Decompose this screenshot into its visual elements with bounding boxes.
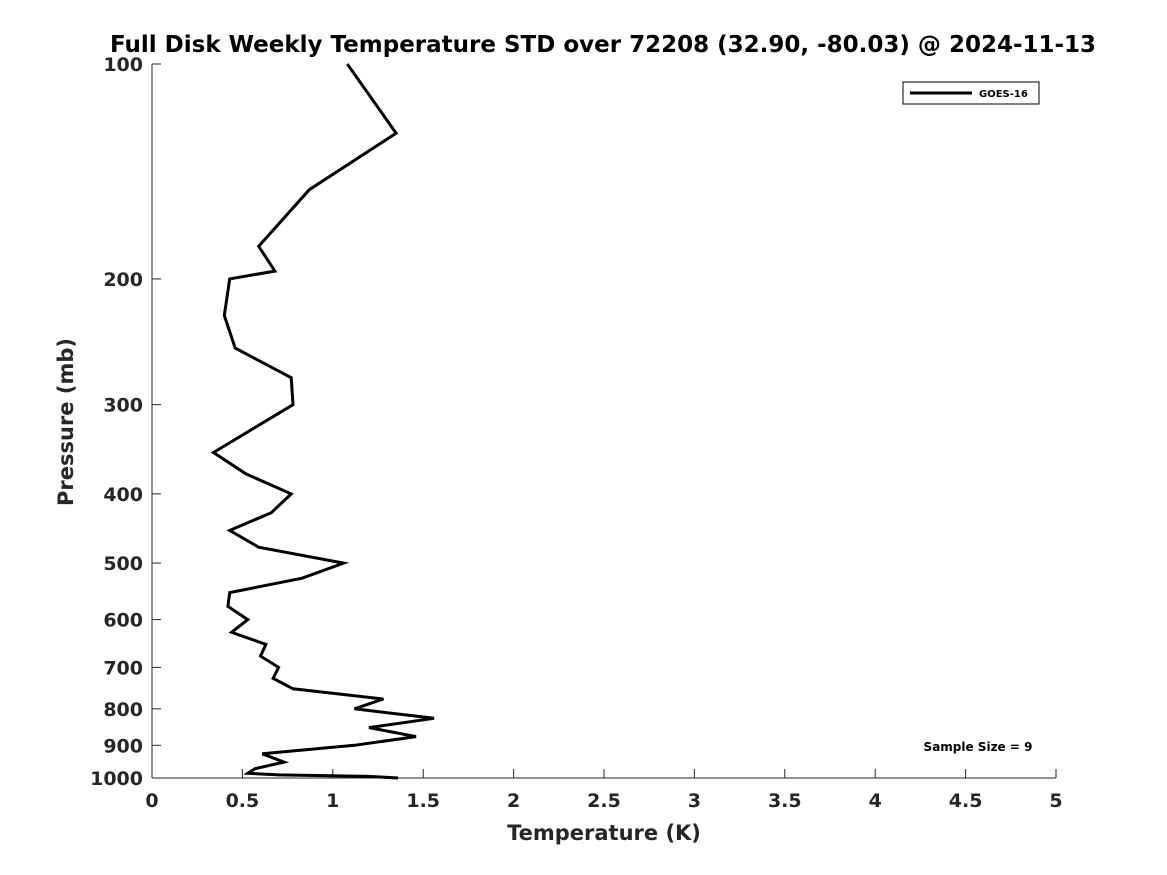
y-axis-label: Pressure (mb) [54,338,78,506]
x-tick-label: 3.5 [768,790,802,812]
y-tick-label: 700 [103,657,143,679]
chart-title: Full Disk Weekly Temperature STD over 72… [110,32,1096,58]
y-tick-label: 200 [103,269,143,291]
plot-background [152,64,1056,778]
y-tick-label: 300 [103,395,143,417]
x-tick-label: 1.5 [406,790,440,812]
x-tick-label: 4 [869,790,882,812]
x-tick-label: 2.5 [587,790,621,812]
x-tick-label: 2 [507,790,520,812]
plot-area: 0 0.5 1 1.5 2 2.5 3 3.5 4 4.5 5 100 200 300 400 500 600… [90,54,1063,812]
x-tick-label: 3 [688,790,701,812]
sample-size-annotation: Sample Size = 9 [924,740,1033,754]
x-axis-label: Temperature (K) [507,821,701,845]
legend-entry-goes-16: GOES-16 [979,89,1028,100]
y-tick-label: 500 [103,553,143,575]
x-tick-label: 5 [1049,790,1062,812]
y-tick-label: 400 [103,484,143,506]
x-tick-label: 1 [326,790,339,812]
y-tick-label: 1000 [90,768,143,790]
y-axis-ticks: 100 200 300 400 500 600 700 800 900 1000 [90,54,161,790]
x-tick-label: 0.5 [226,790,260,812]
y-tick-label: 600 [103,610,143,632]
y-tick-label: 800 [103,699,143,721]
x-tick-label: 0 [145,790,158,812]
y-tick-label: 900 [103,735,143,757]
series-line-goes-16 [210,63,435,780]
y-tick-label: 100 [103,54,143,76]
series-layer [210,63,435,780]
x-tick-label: 4.5 [949,790,983,812]
x-axis-ticks: 0 0.5 1 1.5 2 2.5 3 3.5 4 4.5 5 [145,769,1063,812]
legend: GOES-16 [902,81,1040,105]
